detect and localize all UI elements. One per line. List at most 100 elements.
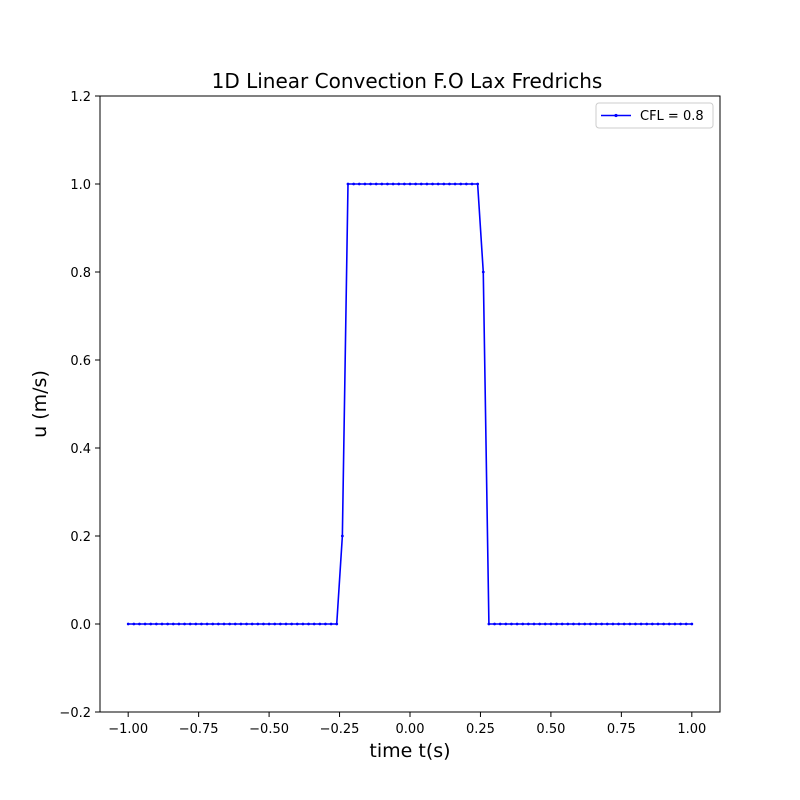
data-point [583,622,587,626]
data-point [464,182,468,186]
data-point [622,622,626,626]
x-tick-label: −0.75 [179,722,219,737]
data-point [149,622,153,626]
data-point [126,622,130,626]
data-point [555,622,558,626]
data-point [391,182,395,186]
data-point [177,622,181,626]
data-point [357,182,361,186]
data-point [498,622,502,626]
data-point [183,622,186,626]
data-point [318,622,322,626]
data-point [324,622,327,626]
data-point [233,622,237,626]
legend-label: CFL = 0.8 [640,109,704,124]
data-point [171,622,175,626]
data-point [160,622,164,626]
data-point [566,622,570,626]
data-point [335,622,339,626]
data-point [690,622,694,626]
data-point [617,622,620,626]
data-point [684,622,688,626]
data-point [132,622,136,626]
data-point [340,534,344,538]
data-point [442,182,446,186]
data-point [222,622,226,626]
data-point [560,622,564,626]
data-point [594,622,598,626]
data-point [662,622,666,626]
axis-ticks: −1.00 −0.75 −0.50 −0.25 0.00 0.25 0.50 0.75 1.00… [59,90,706,737]
data-point [194,622,198,626]
data-point [250,622,254,626]
data-point [611,622,615,626]
x-tick-label: −0.50 [249,722,289,737]
data-point [667,622,671,626]
data-point [295,622,299,626]
data-point [588,622,592,626]
y-tick-label: −0.2 [59,706,91,721]
data-point [679,622,682,626]
series-layer [126,182,694,626]
data-point [380,182,384,186]
data-point [515,622,519,626]
data-point [493,622,496,626]
data-point [521,622,525,626]
data-point [532,622,536,626]
data-point [577,622,581,626]
x-tick-label: 1.00 [677,722,706,737]
data-point [245,622,248,626]
data-point [346,182,350,186]
data-point [256,622,260,626]
chart-title: 1D Linear Convection F.O Lax Fredrichs [212,69,603,93]
data-point [634,622,637,626]
data-point [628,622,632,626]
data-point [352,182,356,186]
data-point [549,622,553,626]
data-point [481,270,485,274]
x-tick-label: 0.00 [396,722,425,737]
data-point [419,182,423,186]
y-tick-label: 0.4 [70,442,91,457]
data-point [278,622,282,626]
x-tick-label: −1.00 [108,722,148,737]
x-tick-label: 0.50 [536,722,565,737]
data-point [476,182,480,186]
y-tick-label: 0.0 [70,618,91,633]
data-point [470,182,474,186]
data-point [138,622,141,626]
data-point [538,622,542,626]
data-point [436,182,440,186]
data-point [600,622,604,626]
data-point [312,622,316,626]
data-point [166,622,170,626]
data-point [307,622,310,626]
y-axis-label: u (m/s) [29,370,51,438]
data-point [656,622,660,626]
data-point [397,182,401,186]
y-tick-label: 1.2 [70,90,91,105]
data-point [216,622,220,626]
data-point [425,182,429,186]
data-point [301,622,305,626]
data-point [188,622,192,626]
data-point [205,622,209,626]
y-tick-label: 1.0 [70,178,91,193]
data-point [239,622,243,626]
plot-background [100,96,720,712]
data-point [526,622,530,626]
data-point [459,182,463,186]
data-point [200,622,203,626]
data-point [639,622,643,626]
y-tick-label: 0.8 [70,266,91,281]
data-point [273,622,277,626]
data-point [650,622,654,626]
data-point [572,622,575,626]
data-point [363,182,367,186]
axes-frame [99,95,721,713]
x-axis-label: time t(s) [369,740,450,762]
x-tick-label: −0.25 [320,722,360,737]
data-point [431,182,434,186]
data-point [408,182,412,186]
